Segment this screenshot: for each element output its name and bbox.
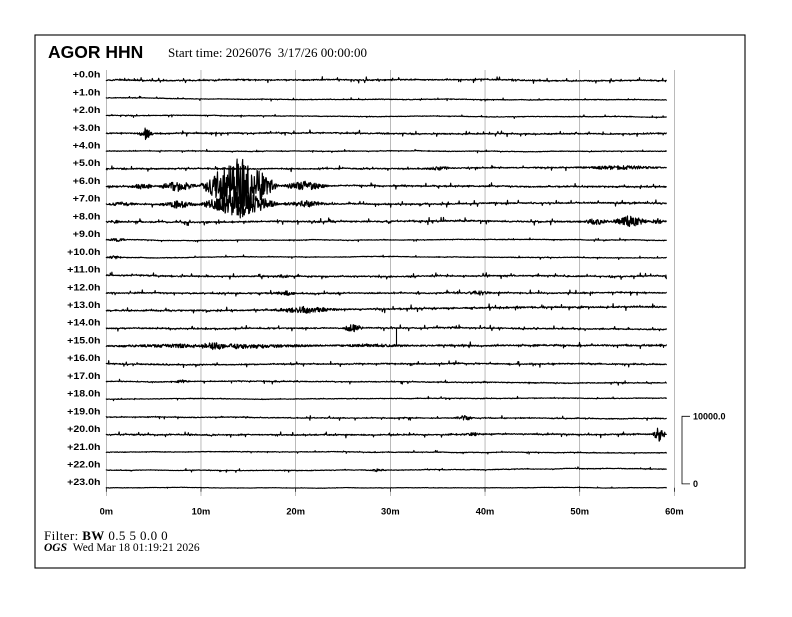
svg-text:+0.0h: +0.0h (73, 70, 101, 81)
svg-text:+2.0h: +2.0h (73, 105, 101, 116)
svg-text:+15.0h: +15.0h (67, 335, 100, 346)
svg-text:+6.0h: +6.0h (73, 176, 101, 187)
svg-text:+22.0h: +22.0h (67, 459, 100, 470)
svg-text:+12.0h: +12.0h (67, 282, 100, 293)
svg-text:10m: 10m (192, 507, 211, 517)
svg-text:+19.0h: +19.0h (67, 406, 100, 417)
svg-text:+16.0h: +16.0h (67, 353, 100, 364)
svg-text:+4.0h: +4.0h (73, 140, 101, 151)
svg-text:0m: 0m (100, 507, 113, 517)
svg-text:60m: 60m (665, 507, 684, 517)
svg-text:+11.0h: +11.0h (67, 265, 100, 276)
svg-text:20m: 20m (286, 507, 305, 517)
svg-text:+18.0h: +18.0h (67, 389, 100, 400)
svg-text:+5.0h: +5.0h (73, 158, 101, 169)
svg-text:+3.0h: +3.0h (73, 123, 101, 134)
svg-text:50m: 50m (570, 507, 589, 517)
svg-text:+17.0h: +17.0h (67, 371, 100, 382)
svg-text:+8.0h: +8.0h (73, 211, 101, 222)
svg-text:30m: 30m (381, 507, 400, 517)
svg-text:+9.0h: +9.0h (73, 229, 101, 240)
svg-text:+1.0h: +1.0h (73, 87, 101, 98)
svg-text:+14.0h: +14.0h (67, 318, 100, 329)
svg-text:10000.0: 10000.0 (693, 412, 726, 422)
svg-text:+23.0h: +23.0h (67, 477, 100, 488)
svg-text:+13.0h: +13.0h (67, 300, 100, 311)
svg-text:0: 0 (693, 479, 698, 489)
svg-text:+7.0h: +7.0h (73, 194, 101, 205)
svg-text:+21.0h: +21.0h (67, 442, 100, 453)
svg-text:40m: 40m (476, 507, 495, 517)
svg-text:+10.0h: +10.0h (67, 247, 100, 258)
svg-text:+20.0h: +20.0h (67, 424, 100, 435)
